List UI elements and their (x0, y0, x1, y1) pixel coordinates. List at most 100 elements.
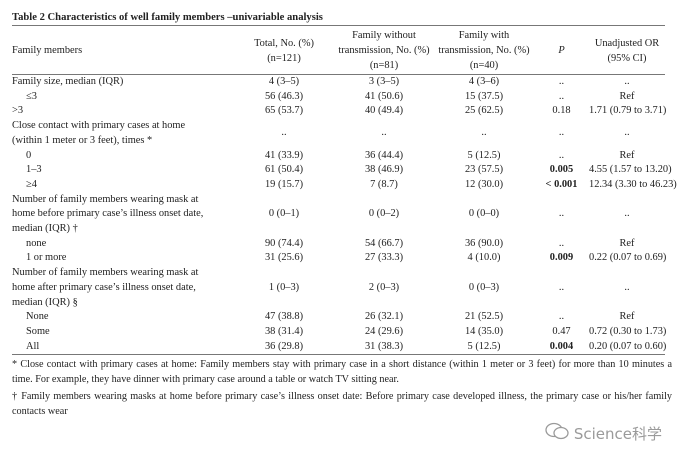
cell-or: 1.71 (0.79 to 3.71) (589, 105, 667, 117)
cell-without: 38 (46.9) (364, 164, 404, 176)
cell-without: 36 (44.4) (364, 149, 404, 161)
cell-without: 41 (50.6) (364, 90, 404, 102)
row-label: ≥4 (26, 178, 37, 190)
cell-p: .. (558, 281, 565, 293)
cell-p: .. (558, 90, 565, 102)
header-with-transmission: Family with transmission, No. (%) (n=40) (438, 30, 530, 71)
cell-p: .. (558, 127, 565, 139)
row-label: All (26, 340, 40, 352)
header-row: Family members Total, No. (%) (n=121) Fam… (12, 25, 665, 75)
row-label: 1 or more (26, 252, 67, 264)
cell-or: Ref (619, 311, 635, 323)
row-label: Close contact with primary cases at home… (12, 120, 186, 146)
cell-total: .. (281, 127, 287, 139)
cell-p: 0.47 (552, 325, 571, 337)
cell-p: .. (558, 149, 565, 161)
header-p: P (558, 45, 565, 56)
cell-or: .. (624, 127, 630, 139)
cell-with: 12 (30.0) (464, 178, 504, 190)
row-label: 1–3 (26, 164, 42, 176)
cell-or: .. (624, 208, 630, 220)
cell-total: 19 (15.7) (264, 178, 304, 190)
cell-without: .. (381, 127, 387, 139)
cell-with: 4 (3–6) (468, 76, 500, 87)
table-row: none 90 (74.4) 54 (66.7) 36 (90.0).. Ref (12, 237, 665, 252)
table-title: Table 2 Characteristics of well family m… (12, 12, 323, 23)
header-family-members: Family members (12, 45, 83, 56)
table-row: Family size, median (IQR) 4 (3–5) 3 (3–5) 4… (12, 75, 665, 90)
table-row: Some 38 (31.4) 24 (29.6) 14 (35.0) 0.47 0.72 … (12, 325, 667, 340)
cell-p: .. (558, 208, 565, 220)
cell-total: 56 (46.3) (264, 90, 304, 102)
row-label: Number of family members wearing mask at… (12, 193, 204, 235)
cell-or: .. (624, 76, 630, 87)
table-row: 0 41 (33.9) 36 (44.4) 5 (12.5).. Ref (12, 149, 665, 164)
table-row: ≥4 19 (15.7) 7 (8.7) 12 (30.0) < 0.001 12.34 … (12, 178, 677, 193)
cell-with: 0 (0–0) (468, 208, 500, 220)
table-row: None 47 (38.8) 26 (32.1) 21 (52.5).. Ref (12, 310, 665, 325)
cell-or: 0.72 (0.30 to 1.73) (589, 325, 667, 337)
cell-p: 0.005 (549, 164, 574, 176)
cell-p: .. (558, 76, 565, 87)
cell-total: 0 (0–1) (268, 208, 300, 220)
header-total: Total, No. (%) (n=121) (254, 37, 314, 64)
cell-total: 61 (50.4) (264, 164, 304, 176)
row-label: Number of family members wearing mask at… (12, 267, 199, 308)
table-row: 1 or more 31 (25.6) 27 (33.3) 4 (10.0) 0.009… (12, 251, 667, 266)
cell-with: 25 (62.5) (464, 105, 504, 117)
cell-total: 41 (33.9) (264, 149, 304, 161)
table-row: ≤3 56 (46.3) 41 (50.6) 15 (37.5).. Ref (12, 90, 665, 105)
row-label: none (26, 237, 47, 249)
cell-with: 5 (12.5) (467, 340, 501, 352)
table-row: Number of family members wearing mask at… (12, 266, 665, 310)
cell-without: 24 (29.6) (364, 325, 404, 337)
cell-total: 31 (25.6) (264, 252, 304, 264)
cell-with: 15 (37.5) (464, 90, 504, 102)
row-label: Some (26, 325, 50, 337)
cell-p: 0.004 (549, 340, 574, 352)
cell-p: < 0.001 (545, 178, 578, 190)
cell-p: .. (558, 237, 565, 249)
row-label: 0 (26, 149, 32, 161)
row-label: >3 (12, 105, 24, 117)
cell-p: 0.009 (549, 252, 574, 264)
cell-with: 4 (10.0) (467, 252, 501, 264)
cell-or: 4.55 (1.57 to 13.20) (589, 164, 672, 176)
cell-total: 1 (0–3) (268, 281, 300, 293)
cell-without: 3 (3–5) (368, 76, 400, 87)
wechat-icon (544, 421, 570, 445)
cell-without: 7 (8.7) (370, 178, 398, 190)
cell-without: 54 (66.7) (364, 237, 404, 249)
cell-total: 47 (38.8) (264, 311, 304, 323)
cell-or: Ref (619, 90, 635, 102)
cell-with: 5 (12.5) (467, 149, 501, 161)
cell-with: .. (481, 127, 487, 139)
characteristics-table: Family members Total, No. (%) (n=121) Fam… (12, 25, 677, 355)
watermark: Science科学 (12, 421, 672, 445)
cell-without: 0 (0–2) (368, 208, 400, 220)
cell-total: 65 (53.7) (264, 105, 304, 117)
cell-without: 27 (33.3) (364, 252, 404, 264)
table-row: 1–3 61 (50.4) 38 (46.9) 23 (57.5) 0.005 4.55 … (12, 163, 672, 178)
cell-with: 21 (52.5) (464, 311, 504, 323)
cell-total: 4 (3–5) (268, 76, 300, 87)
cell-or: .. (624, 281, 630, 293)
cell-or: 0.20 (0.07 to 0.60) (589, 340, 667, 352)
cell-without: 2 (0–3) (368, 281, 400, 293)
table-row: Number of family members wearing mask at… (12, 193, 665, 237)
cell-total: 90 (74.4) (264, 237, 304, 249)
cell-or: Ref (619, 237, 635, 249)
row-label: ≤3 (26, 90, 37, 102)
cell-without: 31 (38.3) (364, 340, 404, 352)
cell-p: .. (558, 311, 565, 323)
cell-with: 36 (90.0) (464, 237, 504, 249)
header-or: Unadjusted OR (95% CI) (594, 37, 660, 64)
cell-total: 36 (29.8) (264, 340, 304, 352)
footnote-mask-before: † Family members wearing masks at home b… (12, 391, 672, 418)
table-row: >3 65 (53.7) 40 (49.4) 25 (62.5) 0.18 1.71 (0… (12, 104, 667, 119)
cell-without: 40 (49.4) (364, 105, 404, 117)
cell-with: 14 (35.0) (464, 325, 504, 337)
cell-or: 0.22 (0.07 to 0.69) (589, 252, 667, 264)
document: Table 2 Characteristics of well family m… (12, 12, 677, 445)
watermark-text: Science科学 (573, 424, 662, 443)
